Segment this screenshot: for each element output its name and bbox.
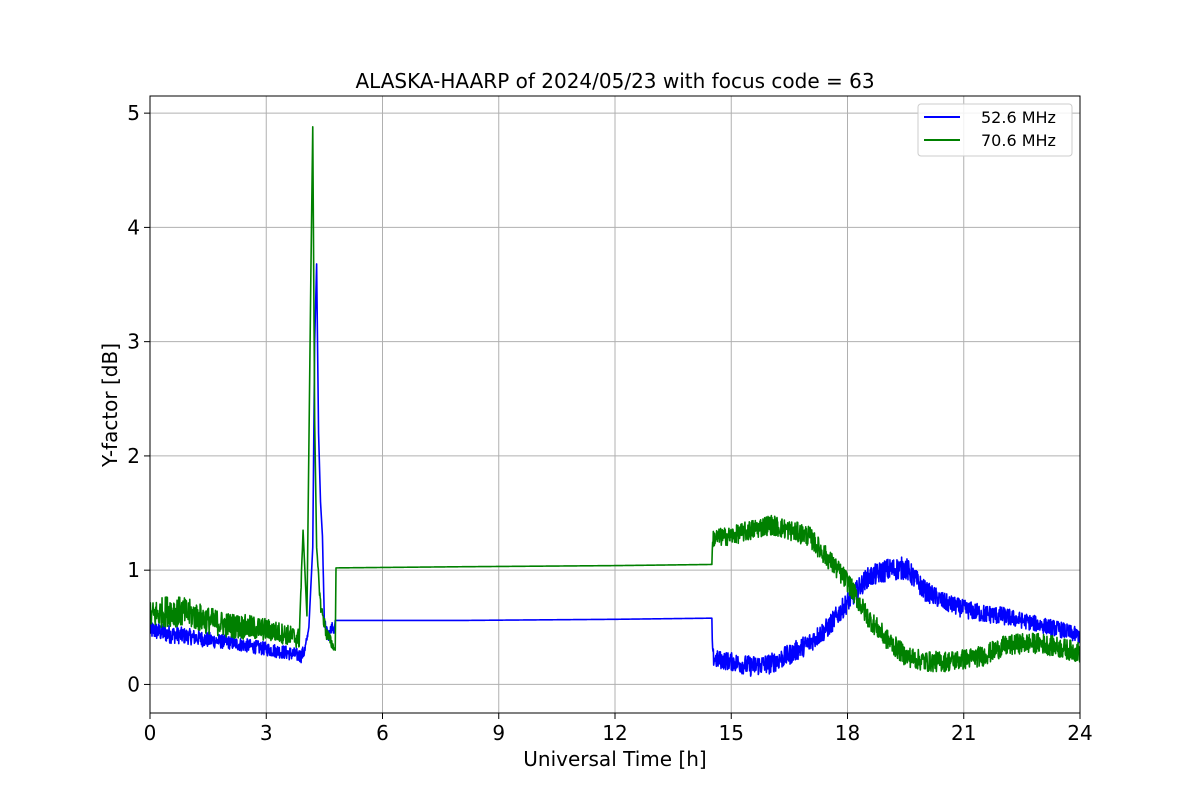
x-tick-label: 6	[376, 721, 389, 745]
y-tick-label: 2	[127, 444, 140, 468]
x-tick-label: 18	[835, 721, 860, 745]
y-axis-ticks: 0 1 2 3 4 5	[127, 101, 150, 696]
legend-label: 70.6 MHz	[981, 131, 1056, 150]
series-line-0	[150, 263, 1080, 677]
series-layer	[150, 126, 1080, 677]
y-tick-label: 3	[127, 330, 140, 354]
x-axis-ticks: 0 3 6 9 12 15 18 21 24	[144, 713, 1093, 745]
x-tick-label: 0	[144, 721, 157, 745]
legend: 52.6 MHz 70.6 MHz	[917, 103, 1073, 157]
x-tick-label: 3	[260, 721, 273, 745]
y-tick-label: 1	[127, 558, 140, 582]
x-tick-label: 9	[492, 721, 505, 745]
y-tick-label: 4	[127, 215, 140, 239]
chart-title: ALASKA-HAARP of 2024/05/23 with focus co…	[355, 69, 874, 93]
x-tick-label: 12	[602, 721, 627, 745]
y-tick-label: 0	[127, 672, 140, 696]
series-line-1	[150, 126, 1080, 673]
x-tick-label: 21	[951, 721, 976, 745]
x-tick-label: 15	[719, 721, 744, 745]
y-tick-label: 5	[127, 101, 140, 125]
x-axis-label: Universal Time [h]	[523, 747, 706, 771]
legend-label: 52.6 MHz	[981, 108, 1056, 127]
y-axis-label: Y-factor [dB]	[98, 343, 122, 468]
x-tick-label: 24	[1067, 721, 1092, 745]
